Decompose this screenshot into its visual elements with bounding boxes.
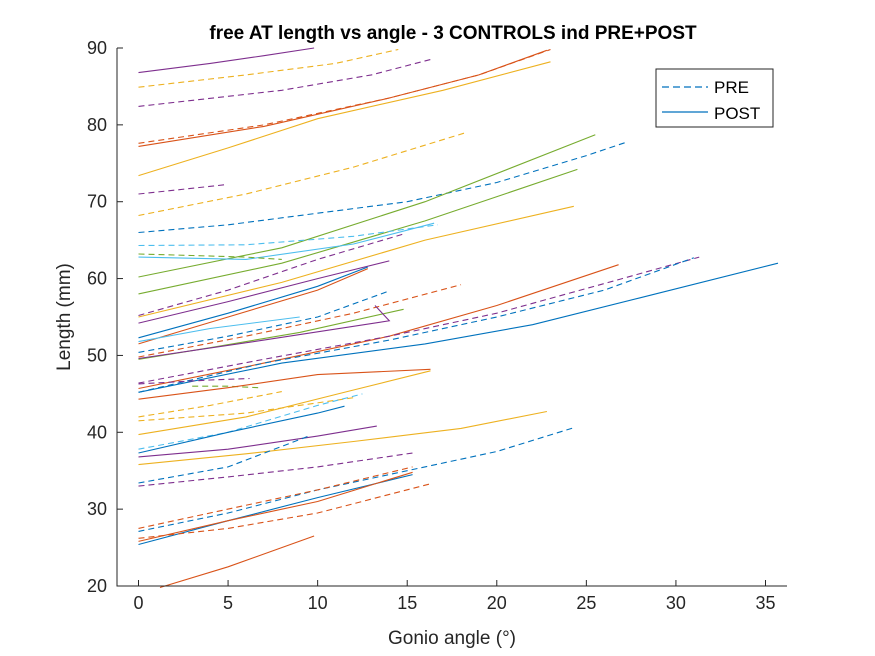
- series-line-3: [138, 58, 431, 107]
- series-line-33: [138, 397, 354, 422]
- series-line-35: [138, 393, 363, 450]
- series-line-34: [138, 370, 431, 436]
- axes: 0 5 10 15 20 25 30 35 20 30 40 50 60 70 80 90: [87, 38, 787, 613]
- series-line-39: [138, 435, 309, 484]
- x-tick-label: 0: [133, 593, 143, 613]
- series-line-30: [192, 385, 259, 389]
- y-tick-label: 20: [87, 576, 107, 596]
- y-tick-label: 40: [87, 422, 107, 442]
- y-tick-label: 60: [87, 269, 107, 289]
- series-line-24: [138, 305, 391, 360]
- series-line-31: [138, 391, 282, 418]
- chart-title: free AT length vs angle - 3 CONTROLS ind…: [209, 23, 697, 44]
- y-tick-label: 80: [87, 115, 107, 135]
- x-tick-label: 30: [666, 593, 686, 613]
- x-tick-label: 15: [397, 593, 417, 613]
- series-line-27: [138, 257, 694, 393]
- series-line-41: [138, 427, 574, 532]
- x-tick-label: 25: [576, 593, 596, 613]
- series-line-1: [138, 47, 315, 74]
- legend-pre-label: PRE: [714, 78, 749, 97]
- series-line-26: [138, 256, 700, 384]
- series-line-38: [138, 410, 548, 466]
- series-line-42: [138, 466, 413, 529]
- y-tick-label: 30: [87, 499, 107, 519]
- series-line-45: [138, 483, 431, 539]
- x-axis-label: Gonio angle (°): [388, 628, 516, 649]
- legend-post-label: POST: [714, 104, 760, 123]
- x-tick-label: 5: [223, 593, 233, 613]
- y-tick-label: 90: [87, 38, 107, 58]
- series-line-19: [138, 268, 369, 345]
- series-line-37: [138, 425, 377, 458]
- series-line-6: [138, 61, 551, 177]
- plot-area: [138, 47, 779, 589]
- series-line-43: [138, 474, 413, 546]
- series-line-5: [138, 49, 548, 147]
- series-line-40: [138, 452, 413, 487]
- series-line-46: [159, 535, 315, 589]
- series-line-18: [138, 266, 368, 339]
- series-line-17: [138, 260, 390, 324]
- series-line-32: [138, 368, 431, 400]
- series-line-21: [138, 284, 462, 358]
- series-line-29: [138, 377, 250, 385]
- series-line-2: [138, 48, 399, 88]
- series-line-15: [138, 253, 282, 260]
- legend: PRE POST: [655, 68, 774, 128]
- series-line-9: [138, 141, 628, 234]
- y-tick-label: 50: [87, 345, 107, 365]
- x-tick-label: 10: [308, 593, 328, 613]
- x-tick-label: 35: [755, 593, 775, 613]
- series-line-12: [138, 205, 574, 318]
- x-tick-label: 20: [487, 593, 507, 613]
- series-line-8: [138, 184, 225, 195]
- y-tick-label: 70: [87, 192, 107, 212]
- series-line-14: [138, 222, 435, 260]
- series-line-16: [138, 233, 404, 317]
- series-line-44: [138, 471, 413, 542]
- series-line-13: [138, 224, 438, 247]
- series-line-28: [138, 262, 779, 393]
- legend-box: [655, 68, 774, 128]
- y-axis-label: Length (mm): [54, 263, 75, 371]
- series-line-10: [138, 134, 596, 278]
- series-line-20: [138, 290, 390, 353]
- series-line-22: [138, 316, 300, 343]
- series-line-11: [138, 168, 578, 295]
- series-line-7: [138, 131, 467, 217]
- series-line-36: [138, 405, 345, 454]
